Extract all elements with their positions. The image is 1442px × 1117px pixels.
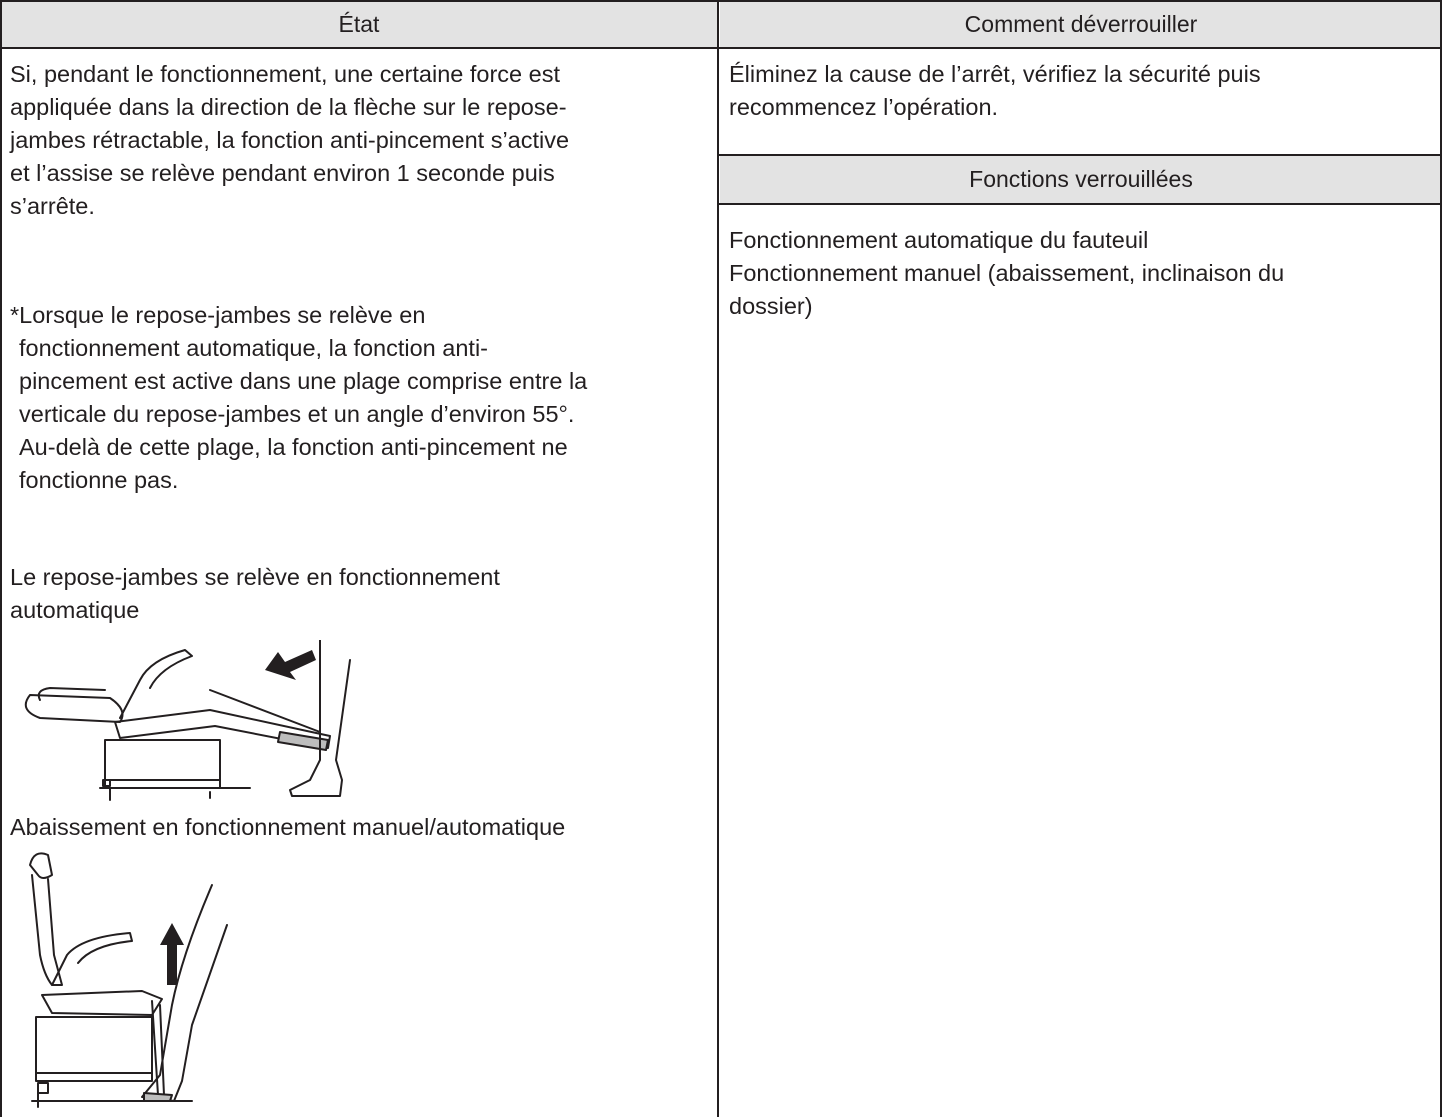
text-line: dossier) [729,293,813,319]
column-header: Comment déverrouiller [720,0,1442,48]
text-line: pincement est active dans une plage comp… [19,368,588,394]
list: Fonctionnement automatique du fauteuil Fo… [729,224,1284,323]
note: *Lorsque le repose-jambes se relève en fo… [10,299,587,497]
sub-header: Fonctions verrouillées [720,156,1442,203]
text-line: automatique [10,597,140,623]
border [717,0,719,1117]
text-line: Abaissement en fonctionnement manuel/aut… [10,814,566,840]
text-line: fonctionnement automatique, la fonction … [19,335,488,361]
text-line: Éliminez la cause de l’arrêt, vérifiez l… [729,61,1261,87]
text-line: jambes rétractable, la fonction anti-pin… [10,127,570,153]
border [719,154,1442,156]
caption: Le repose-jambes se relève en fonctionne… [10,561,500,627]
text-line: recommencez l’opération. [729,94,999,120]
text-line: Le repose-jambes se relève en fonctionne… [10,564,500,590]
border [719,203,1442,205]
text-line: Au-delà de cette plage, la fonction anti… [19,434,568,460]
text-line: s’arrête. [10,193,95,219]
column-header: État [0,0,718,48]
border [0,0,2,1117]
text-line: Fonctionnement automatique du fauteuil [729,227,1149,253]
caption: Abaissement en fonctionnement manuel/aut… [10,811,565,844]
paragraph: Si, pendant le fonctionnement, une certa… [10,58,569,223]
text-line: Si, pendant le fonctionnement, une certa… [10,61,560,87]
text-line: fonctionne pas. [19,467,179,493]
text-line: verticale du repose-jambes et un angle d… [19,401,575,427]
border [0,47,1442,49]
text-line: *Lorsque le repose-jambes se relève en [10,302,426,328]
text-line: Fonctionnement manuel (abaissement, incl… [729,260,1285,286]
illustration [29,852,228,1108]
paragraph: Éliminez la cause de l’arrêt, vérifiez l… [729,58,1261,124]
border [0,0,1442,2]
border [1440,0,1442,1117]
text-line: et l’assise se relève pendant environ 1 … [10,160,555,186]
text-line: appliquée dans la direction de la flèche… [10,94,567,120]
illustration [24,640,351,801]
